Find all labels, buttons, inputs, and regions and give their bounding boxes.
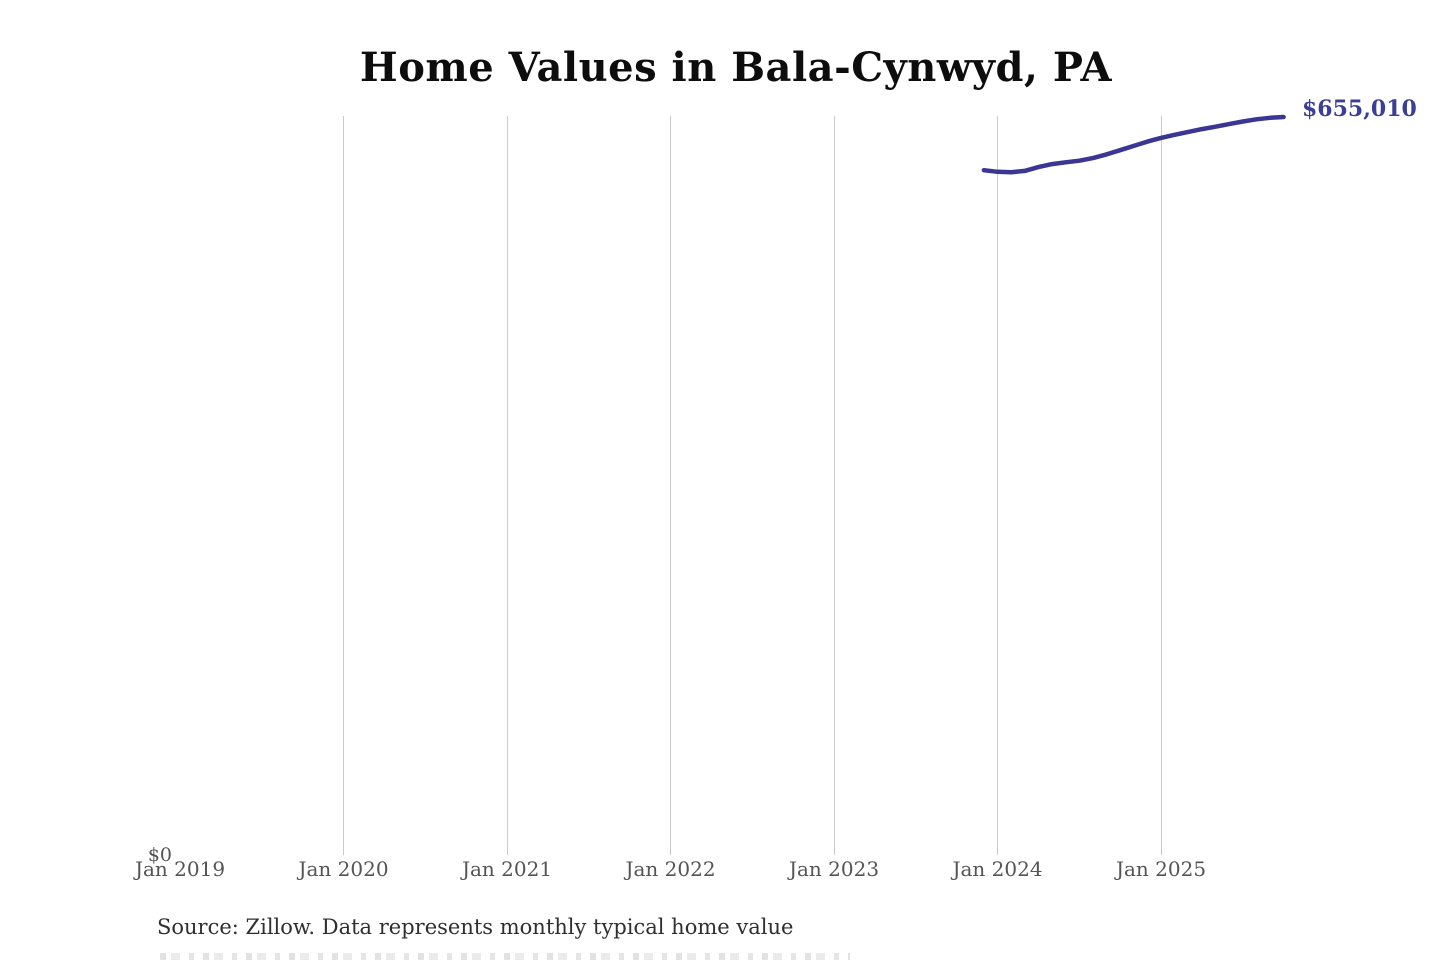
- source-note: Source: Zillow. Data represents monthly …: [157, 915, 794, 939]
- x-tick-jan-2024: Jan 2024: [952, 857, 1043, 881]
- x-tick-jan-2022: Jan 2022: [625, 857, 716, 881]
- x-tick-jan-2021: Jan 2021: [461, 857, 553, 881]
- x-tick-jan-2025: Jan 2025: [1115, 857, 1207, 881]
- gridline-jan-2022: [670, 116, 671, 855]
- chart-title: Home Values in Bala-Cynwyd, PA: [359, 44, 1113, 91]
- cutoff-text-artifact: [160, 953, 850, 960]
- gridline-jan-2021: [506, 116, 508, 855]
- x-tick-jan-2019: Jan 2019: [134, 857, 226, 881]
- gridline-jan-2020: [343, 116, 344, 855]
- gridline-jan-2025: [1160, 116, 1162, 855]
- gridline-jan-2024: [997, 116, 998, 855]
- latest-value-label: $655,010: [1302, 96, 1417, 122]
- x-tick-jan-2020: Jan 2020: [298, 857, 389, 881]
- y-axis-zero-label: $0: [147, 844, 172, 866]
- value-line-path: [981, 114, 1286, 175]
- gridline-jan-2023: [833, 116, 835, 855]
- x-tick-jan-2023: Jan 2023: [788, 857, 880, 881]
